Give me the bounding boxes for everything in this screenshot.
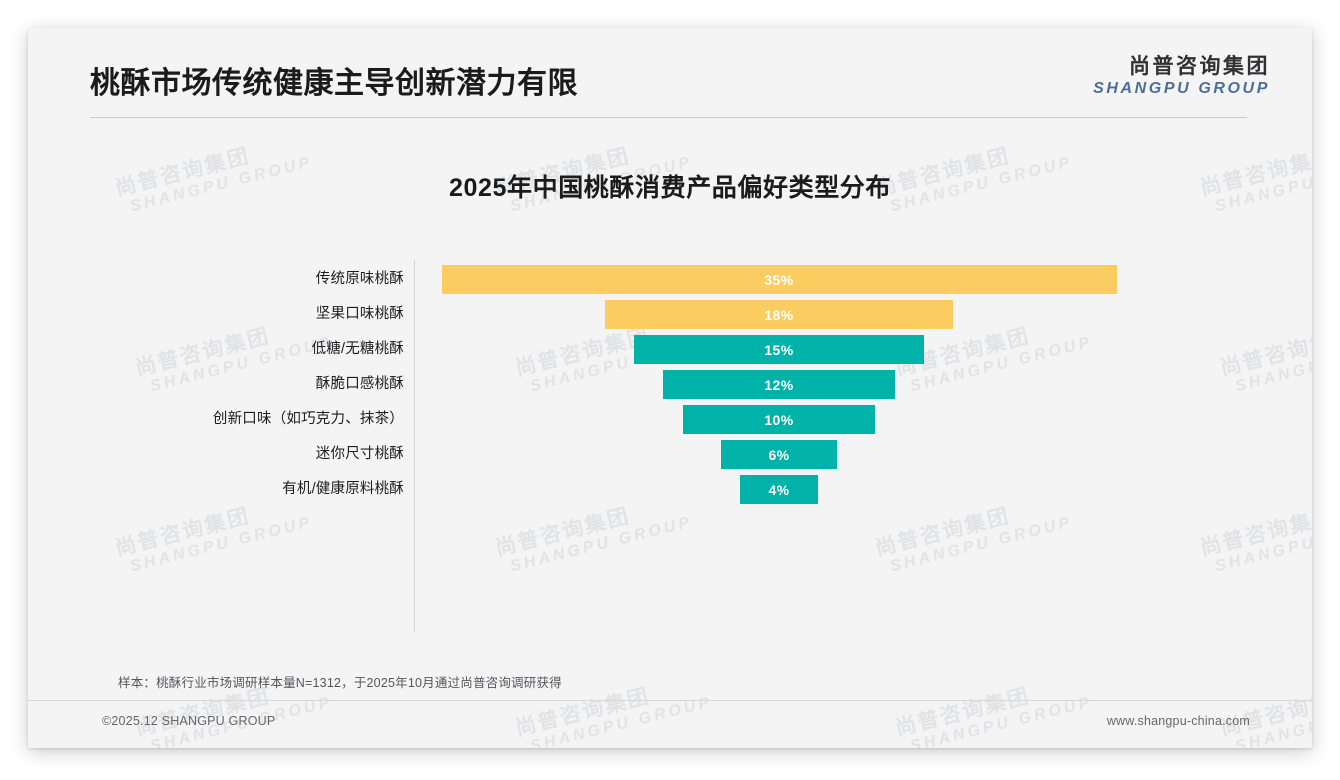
watermark-chinese-text: 尚普咨询集团 <box>1218 684 1312 741</box>
chart-bar-row: 有机/健康原料桃酥 4% <box>28 472 1312 507</box>
bar-track: 12% <box>415 367 1312 402</box>
bar-category-label: 创新口味（如巧克力、抹茶） <box>212 411 404 427</box>
logo-english-text: SHANGPU GROUP <box>1093 79 1270 97</box>
page-title: 桃酥市场传统健康主导创新潜力有限 <box>90 67 578 100</box>
chart-bar[interactable]: 35% <box>441 265 1117 294</box>
header-divider <box>90 117 1247 118</box>
footer-divider <box>28 700 1312 701</box>
bar-value-label: 4% <box>768 481 790 498</box>
bar-value-label: 35% <box>764 271 794 288</box>
chart-bar-row: 低糖/无糖桃酥 15% <box>28 332 1312 367</box>
bar-value-label: 10% <box>764 411 794 428</box>
chart-bar-row: 传统原味桃酥 35% <box>28 262 1312 297</box>
bar-rows: 传统原味桃酥 35% 坚果口味桃酥 18% 低糖/无糖桃酥 15% 酥脆口感桃酥 12% 创新口… <box>28 262 1312 507</box>
chart-bar[interactable]: 15% <box>634 335 924 364</box>
chart-area: 传统原味桃酥 35% 坚果口味桃酥 18% 低糖/无糖桃酥 15% 酥脆口感桃酥 12% 创新口… <box>28 250 1312 640</box>
category-axis-line <box>414 260 415 632</box>
chart-bar[interactable]: 6% <box>721 440 837 469</box>
bar-track: 10% <box>415 402 1312 437</box>
bar-value-label: 6% <box>768 446 790 463</box>
chart-bar[interactable]: 12% <box>663 370 895 399</box>
chart-bar-row: 迷你尺寸桃酥 6% <box>28 437 1312 472</box>
bar-category-label: 坚果口味桃酥 <box>315 306 404 322</box>
bar-track: 18% <box>415 297 1312 332</box>
website-link[interactable]: www.shangpu-china.com <box>1106 714 1250 728</box>
bar-category-label: 有机/健康原料桃酥 <box>282 481 404 497</box>
source-note: 样本：桃酥行业市场调研样本量N=1312，于2025年10月通过尚普咨询调研获得 <box>118 676 562 690</box>
bar-track: 35% <box>415 262 1312 297</box>
watermark-english-text: SHANGPU GROUP <box>528 693 715 748</box>
chart-title: 2025年中国桃酥消费产品偏好类型分布 <box>448 174 892 202</box>
chart-bar-row: 酥脆口感桃酥 12% <box>28 367 1312 402</box>
chart-bar-row: 创新口味（如巧克力、抹茶） 10% <box>28 402 1312 437</box>
watermark-english-text: SHANGPU GROUP <box>908 693 1095 748</box>
bar-value-label: 12% <box>764 376 794 393</box>
bar-track: 6% <box>415 437 1312 472</box>
logo-chinese-text: 尚普咨询集团 <box>1129 55 1270 78</box>
bar-category-label: 低糖/无糖桃酥 <box>311 341 404 357</box>
chart-bar-row: 坚果口味桃酥 18% <box>28 297 1312 332</box>
chart-bar[interactable]: 4% <box>740 475 818 504</box>
watermark-chinese-text: 尚普咨询集团 <box>893 684 1033 741</box>
bar-value-label: 18% <box>764 306 794 323</box>
bar-track: 4% <box>415 472 1312 507</box>
slide-header: 桃酥市场传统健康主导创新潜力有限 尚普咨询集团 SHANGPU GROUP <box>28 28 1312 120</box>
bar-value-label: 15% <box>764 341 794 358</box>
bar-category-label: 酥脆口感桃酥 <box>315 376 404 392</box>
bar-category-label: 迷你尺寸桃酥 <box>315 446 404 462</box>
bar-category-label: 传统原味桃酥 <box>315 271 404 287</box>
brand-logo: 尚普咨询集团 SHANGPU GROUP <box>1093 55 1270 97</box>
chart-bar[interactable]: 10% <box>682 405 876 434</box>
slide-card: 尚普咨询集团 SHANGPU GROUP 尚普咨询集团 SHANGPU GROUP 尚普… <box>28 28 1312 748</box>
bar-track: 15% <box>415 332 1312 367</box>
copyright-text: ©2025.12 SHANGPU GROUP <box>102 714 276 728</box>
chart-bar[interactable]: 18% <box>605 300 953 329</box>
